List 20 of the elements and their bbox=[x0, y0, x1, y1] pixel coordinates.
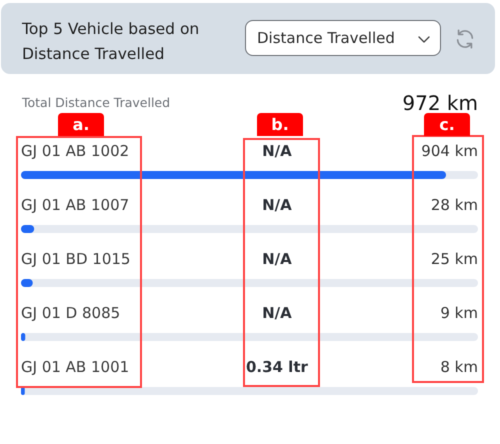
text: Total Distance Travelled bbox=[22, 95, 170, 110]
y-tick-label: GJ 01 AB 1001 bbox=[21, 358, 130, 376]
data-label: 8 km bbox=[440, 358, 478, 376]
data-label: 25 km bbox=[430, 250, 478, 268]
data-label: 904 km bbox=[421, 142, 478, 160]
text: b. bbox=[257, 113, 303, 136]
annotation: N/A bbox=[262, 304, 292, 322]
text: 972 km bbox=[402, 91, 478, 115]
annotation: N/A bbox=[262, 142, 292, 160]
y-tick-label: GJ 01 AB 1002 bbox=[21, 142, 130, 160]
annotation: 0.34 ltr bbox=[246, 358, 308, 376]
chart-title: Top 5 Vehicle based on Distance Travelled bbox=[22, 19, 200, 65]
annotation: N/A bbox=[262, 250, 292, 268]
data-label: 9 km bbox=[440, 304, 478, 322]
y-tick-label: GJ 01 AB 1007 bbox=[21, 196, 130, 214]
y-tick-label: GJ 01 D 8085 bbox=[21, 304, 120, 322]
dropdown-field: Distance Travelled bbox=[245, 20, 441, 56]
annotation: N/A bbox=[262, 196, 292, 214]
y-tick-label: GJ 01 BD 1015 bbox=[21, 250, 130, 268]
data-label: 28 km bbox=[430, 196, 478, 214]
